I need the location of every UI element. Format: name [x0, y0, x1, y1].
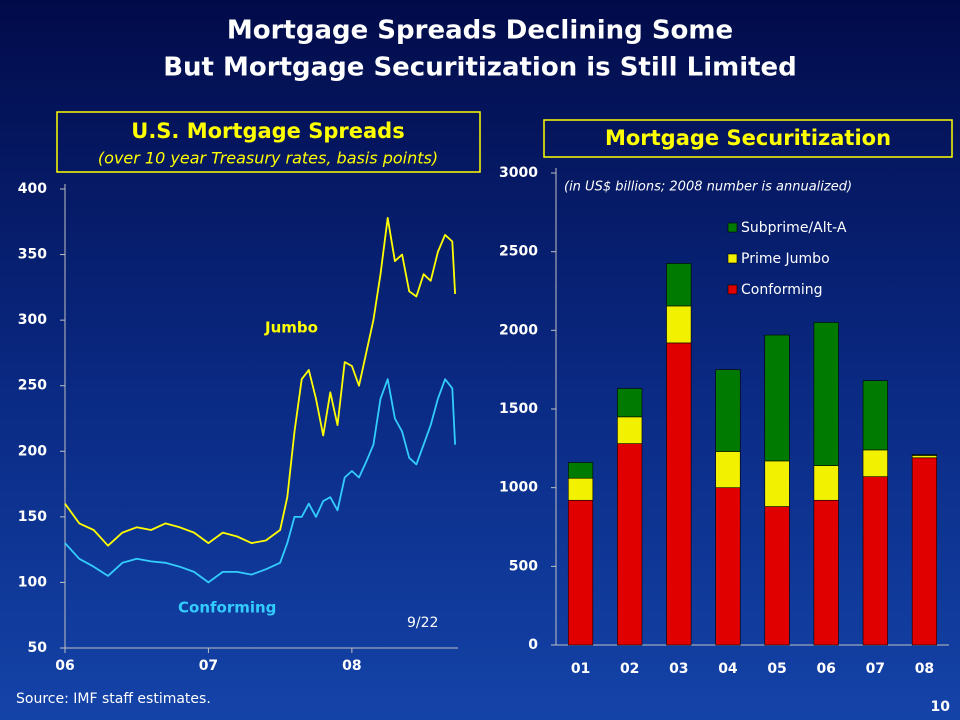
bar-segment: [715, 487, 741, 646]
annotation: Conforming: [178, 599, 276, 617]
legend-swatch: [727, 253, 738, 264]
bar-segment: [715, 451, 741, 488]
x-tick-label: 08: [915, 661, 934, 677]
bar-segment: [666, 305, 692, 344]
slide-title: Mortgage Spreads Declining Some: [227, 16, 733, 46]
y-tick-label: 500: [509, 558, 538, 574]
title-box: [56, 111, 481, 173]
bar-segment: [567, 477, 594, 501]
bar-segment: [862, 476, 888, 646]
legend-label: Conforming: [741, 282, 823, 298]
series-line: [64, 217, 456, 547]
y-tick-label: 2000: [499, 322, 538, 338]
y-tick-label: 400: [18, 181, 47, 197]
bar-segment: [764, 506, 790, 646]
annotation: Jumbo: [264, 319, 318, 337]
x-tick-label: 08: [342, 658, 361, 674]
bar-segment: [813, 465, 839, 501]
legend-swatch: [727, 284, 738, 295]
bar-segment: [911, 457, 938, 646]
bar-segment: [911, 454, 938, 456]
bar-segment: [862, 449, 888, 477]
y-tick-label: 2500: [499, 244, 538, 260]
page-number: 10: [931, 699, 951, 715]
y-tick-label: 150: [18, 509, 47, 525]
annotation: 9/22: [407, 615, 438, 631]
bar-segment: [617, 443, 643, 646]
legend-label: Subprime/Alt-A: [741, 220, 847, 236]
slide-title: But Mortgage Securitization is Still Lim…: [163, 53, 797, 83]
x-tick-label: 04: [718, 661, 738, 677]
chart-title: Mortgage Securitization: [605, 126, 891, 150]
bar-segment: [862, 380, 888, 451]
x-tick-label: 01: [571, 661, 590, 677]
y-tick-label: 0: [528, 637, 538, 653]
bar-segment: [567, 462, 594, 479]
x-tick-label: 06: [816, 661, 835, 677]
y-tick-label: 300: [18, 312, 47, 328]
chart-note: (in US$ billions; 2008 number is annuali…: [564, 180, 852, 195]
legend-swatch: [727, 222, 738, 233]
bar-segment: [715, 369, 741, 452]
chart-title: U.S. Mortgage Spreads: [131, 119, 404, 143]
legend-label: Prime Jumbo: [741, 251, 830, 267]
x-tick-label: 05: [767, 661, 786, 677]
y-tick-label: 1000: [499, 480, 538, 496]
bar-segment: [764, 460, 790, 507]
y-tick-label: 100: [18, 574, 47, 590]
series-line: [64, 378, 456, 584]
bar-segment: [666, 342, 692, 646]
bar-segment: [813, 499, 839, 646]
x-tick-label: 03: [669, 661, 688, 677]
bar-segment: [617, 388, 643, 418]
y-tick-label: 350: [18, 247, 47, 263]
bar-segment: [911, 455, 938, 459]
x-tick-label: 07: [199, 658, 218, 674]
y-tick-label: 250: [18, 378, 47, 394]
bar-segment: [813, 322, 839, 466]
source: Source: IMF staff estimates.: [16, 691, 211, 707]
y-tick-label: 50: [28, 640, 48, 656]
bar-segment: [617, 416, 643, 444]
y-tick-label: 3000: [499, 165, 538, 181]
bar-segment: [567, 499, 594, 646]
x-tick-label: 06: [55, 658, 74, 674]
bar-segment: [764, 334, 790, 462]
x-tick-label: 02: [620, 661, 639, 677]
chart-subtitle: (over 10 year Treasury rates, basis poin…: [98, 149, 438, 168]
bar-segment: [666, 263, 692, 307]
title-box: [543, 119, 953, 158]
y-tick-label: 1500: [499, 401, 538, 417]
y-tick-label: 200: [18, 443, 47, 459]
x-tick-label: 07: [866, 661, 885, 677]
